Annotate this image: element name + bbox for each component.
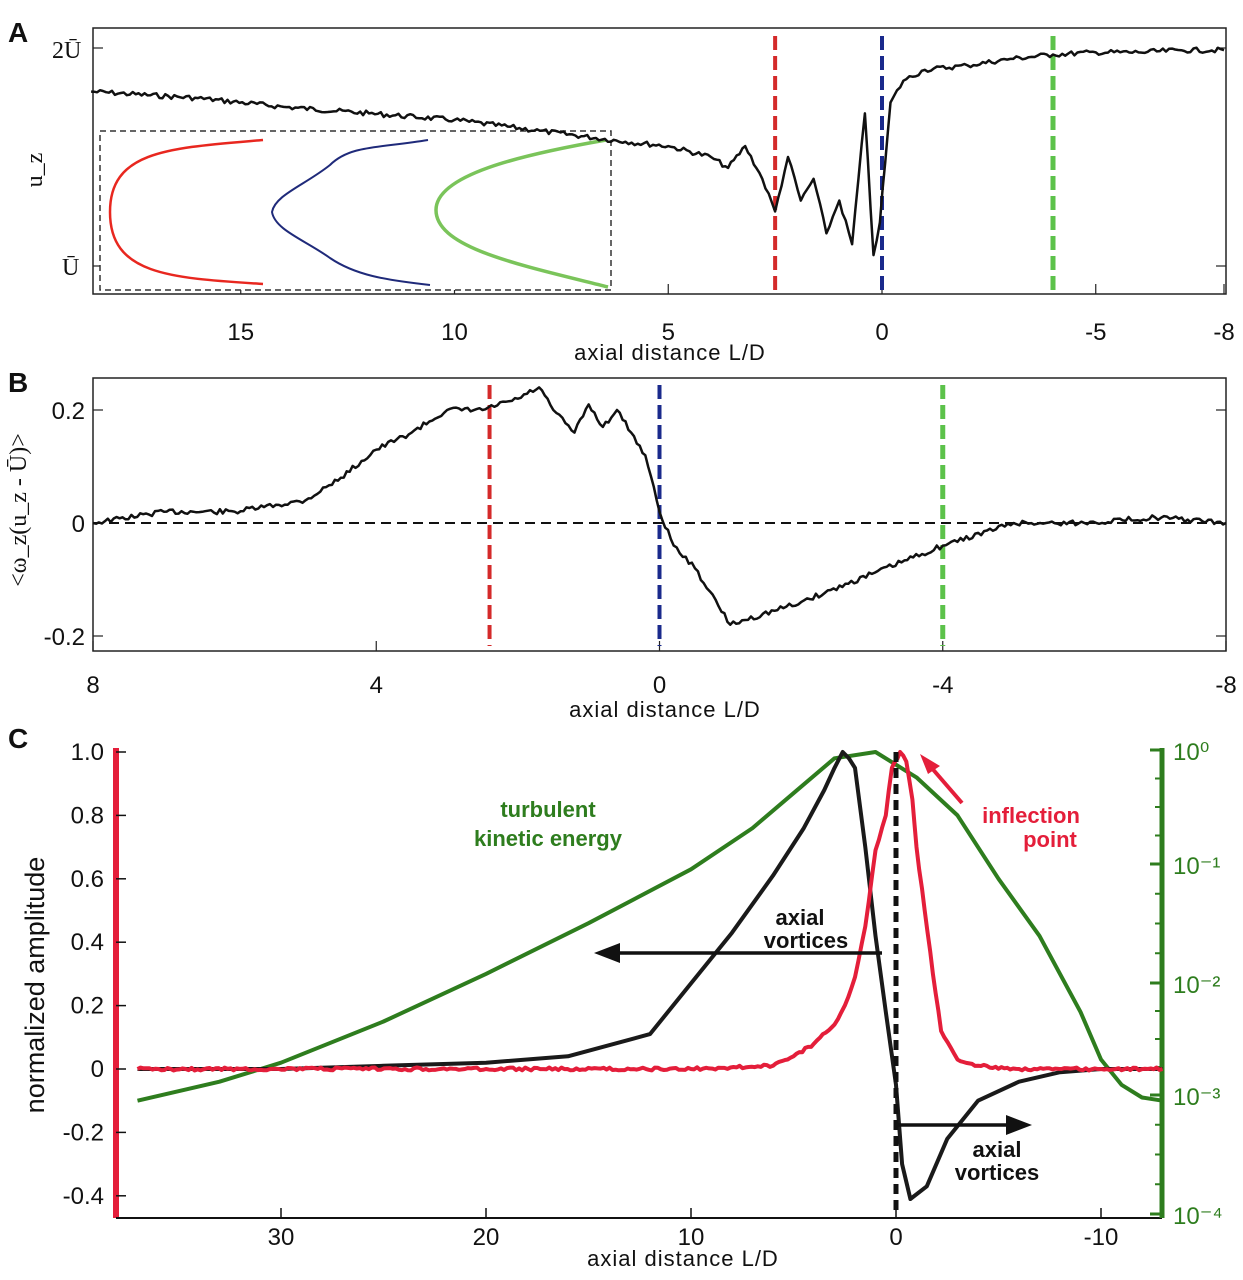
annotation-vortices-right-line2: vortices [955,1160,1039,1185]
panel-a-inset [99,130,612,291]
panel-a-ytick-u: Ū [62,255,79,281]
annotation-vortices-left: axial vortices [594,905,882,963]
panel-a-xtick-label: 5 [662,319,675,346]
panel-c-x-ticks: 30 20 10 0 -10 [268,1208,1119,1251]
panel-c-ytick-label: 1.0 [71,739,104,766]
panel-b-ytick-label: 0.2 [52,398,85,425]
panel-b-markers [487,385,946,646]
panel-b-label: B [8,367,28,398]
panel-b-xtick-label: 4 [370,672,383,699]
annotation-vortices-right-line1: axial [973,1137,1022,1162]
panel-a-ylabel: u_z [22,153,48,188]
panel-c-y-ticks: -0.4 -0.2 0 0.2 0.4 0.6 0.8 1.0 [63,739,126,1210]
panel-c-series-black [137,750,1163,1201]
panel-b-series-line [92,386,1227,626]
panel-a-xtick-label: 0 [875,319,888,346]
annotation-inflection-arrow [928,764,964,805]
panel-c-y2tick-label: 10⁻¹ [1173,853,1220,880]
annotation-inflection: inflection point [920,754,1080,852]
annotation-vortices-left-line2: vortices [764,928,848,953]
annotation-vortices-right: axial vortices [898,1115,1039,1185]
panel-c-y2tick-label: 10⁻² [1173,972,1220,999]
panel-b-y-ticks: -0.2 0 0.2 [44,398,1226,651]
panel-a-ytick-2u: 2Ū [52,38,81,64]
panel-a-xtick-label: 15 [227,319,254,346]
panel-c-y2tick-label: 10⁻⁴ [1173,1203,1223,1230]
panel-c-xlabel: axial distance L/D [587,1246,779,1271]
panel-c-ytick-label: 0.4 [71,929,104,956]
panel-a-label: A [8,17,28,48]
panel-b-x-ticks: 8 4 0 -4 -8 [86,641,1237,699]
panel-c-ytick-label: -0.4 [63,1183,104,1210]
panel-c-xtick-label: -10 [1084,1224,1119,1251]
annotation-vortices-left-arrowhead [594,943,620,963]
panel-b-ylabel: <ω_z(u_z - Ū)> [6,433,32,586]
panel-b-ytick-label: -0.2 [44,624,85,651]
panel-a-xtick-label: 10 [441,319,468,346]
annotation-vortices-right-arrowhead [1006,1115,1032,1135]
panel-a-xlabel: axial distance L/D [574,340,766,365]
inset-profile-green [434,138,609,289]
panel-a: A 15 10 5 0 -5 -8 2Ū Ū u_z axial distance L/D [8,17,1235,365]
panel-a-frame [92,27,1227,295]
panel-c-y2-ticks: 10⁻⁴ 10⁻³ 10⁻² 10⁻¹ 10⁰ [1150,739,1223,1230]
panel-c-xtick-label: 0 [889,1224,902,1251]
annotation-tke-line2: kinetic energy [474,826,623,851]
inset-profile-blue [270,139,431,286]
panel-a-xtick-label: -5 [1085,319,1106,346]
panel-c-xtick-label: 30 [268,1224,295,1251]
panel-c-series-green [137,750,1163,1103]
panel-c-xtick-label: 10 [678,1224,705,1251]
panel-b-xtick-label: 0 [653,672,666,699]
annotation-tke-line1: turbulent [500,797,596,822]
panel-c-ytick-label: 0.2 [71,993,104,1020]
panel-c-label: C [8,723,28,754]
annotation-inflection-line2: point [1023,827,1077,852]
annotation-inflection-arrowhead [920,754,940,774]
panel-c: C 30 20 10 0 -10 -0.4 -0.2 0 0.2 0.4 0.6 0.8 1.0 10… [8,723,1223,1271]
panel-c-ytick-label: 0.6 [71,866,104,893]
annotation-vortices-left-line1: axial [776,905,825,930]
panel-c-series-red [136,750,1164,1073]
panel-b-xtick-label: -8 [1215,672,1236,699]
panel-b-ytick-label: 0 [72,511,85,538]
panel-c-xtick-label: 20 [473,1224,500,1251]
panel-c-ytick-label: 0 [91,1056,104,1083]
inset-profile-red [108,138,264,286]
annotation-inflection-line1: inflection [982,803,1080,828]
panel-b-xtick-label: -4 [932,672,953,699]
panel-c-y2tick-label: 10⁰ [1173,739,1209,766]
panel-a-series-line [91,46,1225,257]
panel-c-ylabel: normalized amplitude [20,857,50,1114]
panel-b-xtick-label: 8 [86,672,99,699]
panel-b-xlabel: axial distance L/D [569,697,761,722]
panel-c-ytick-label: 0.8 [71,802,104,829]
panel-b: B 8 4 0 -4 -8 -0.2 0 0.2 <ω_z(u_z - Ū)> axial … [6,367,1237,722]
panel-a-markers [773,36,1056,290]
panel-c-y2tick-label: 10⁻³ [1173,1084,1220,1111]
annotation-tke: turbulent kinetic energy [474,797,623,851]
panel-a-xtick-label: -8 [1213,319,1234,346]
panel-c-ytick-label: -0.2 [63,1119,104,1146]
